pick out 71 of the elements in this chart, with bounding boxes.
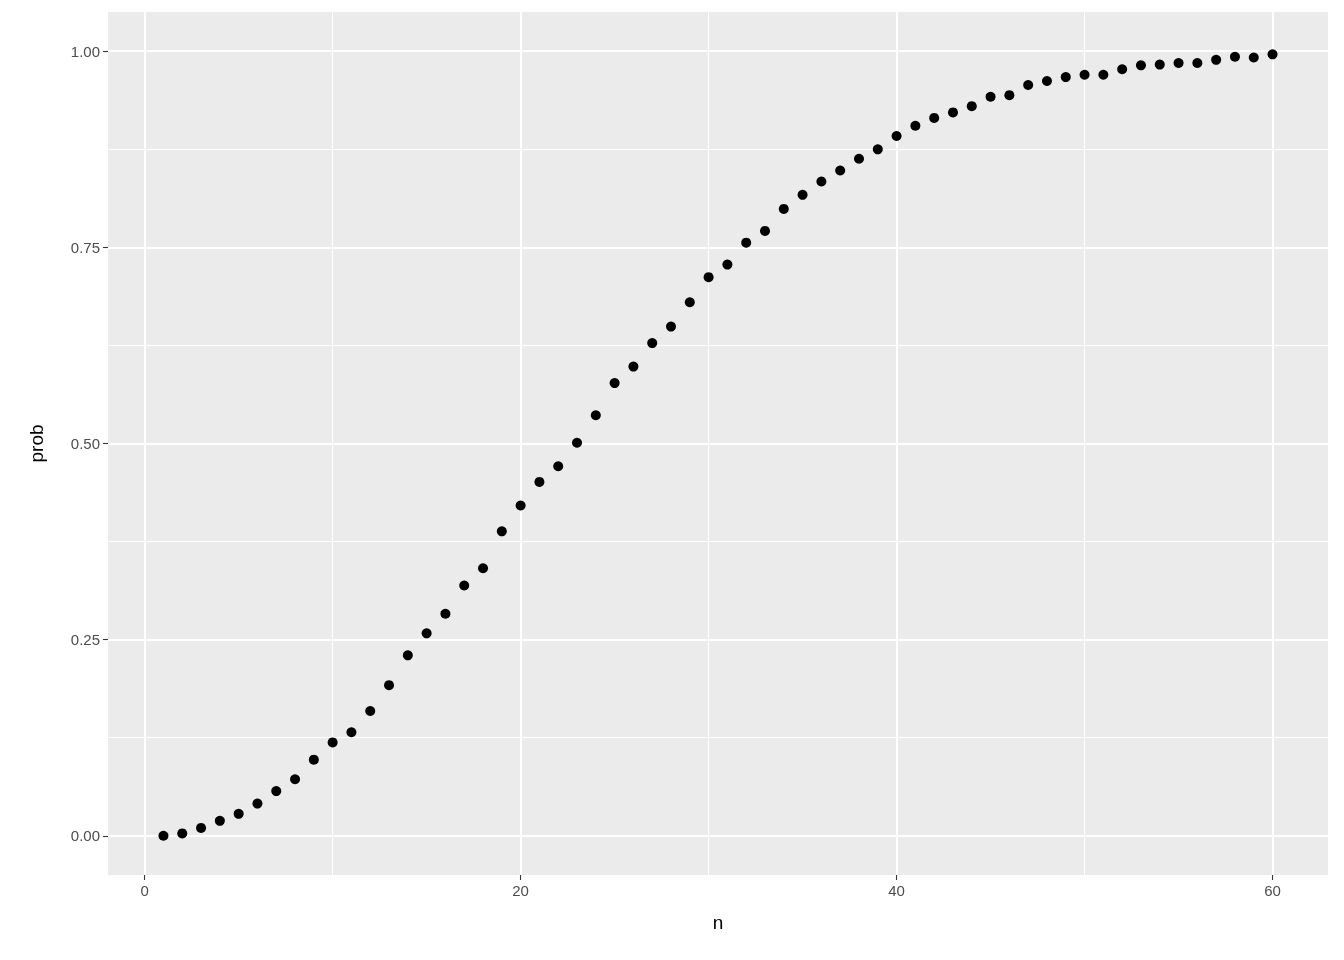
point <box>760 225 770 236</box>
point <box>1229 51 1240 62</box>
point <box>346 727 357 738</box>
point <box>1154 59 1165 70</box>
point <box>1173 58 1184 68</box>
point <box>308 754 319 765</box>
point <box>196 822 207 833</box>
y-tick-label: 1.00 <box>70 42 100 60</box>
point <box>835 165 846 176</box>
point <box>703 272 714 283</box>
point <box>1041 76 1052 87</box>
point <box>572 437 583 448</box>
point <box>1079 69 1090 80</box>
point <box>741 237 752 248</box>
point <box>553 461 564 472</box>
point <box>1211 54 1222 65</box>
point <box>1117 64 1128 75</box>
point <box>1023 79 1034 90</box>
point <box>1060 72 1071 83</box>
point <box>1098 69 1109 80</box>
point <box>402 650 413 661</box>
point <box>252 798 263 809</box>
point <box>816 176 827 187</box>
point <box>797 189 808 200</box>
point <box>647 338 658 349</box>
point <box>440 608 451 619</box>
point <box>966 101 977 112</box>
point <box>1192 58 1203 68</box>
point <box>1248 52 1259 63</box>
point <box>910 120 921 131</box>
point <box>947 107 958 118</box>
point <box>609 378 620 389</box>
point <box>929 112 940 123</box>
point <box>1004 90 1015 101</box>
point <box>290 774 301 785</box>
point <box>1135 60 1146 71</box>
x-tick-label: 0 <box>140 882 149 899</box>
y-tick-label: 0.00 <box>70 827 100 845</box>
point <box>515 500 526 511</box>
point <box>384 680 395 691</box>
point <box>666 321 676 332</box>
point <box>891 130 902 141</box>
point <box>684 297 695 308</box>
y-tick-label: 0.50 <box>70 435 100 452</box>
point <box>590 410 601 421</box>
x-tick-label: 60 <box>1264 882 1281 899</box>
point <box>628 361 639 372</box>
point <box>233 808 244 819</box>
point <box>496 526 507 537</box>
x-tick-label: 40 <box>888 882 905 899</box>
point <box>177 828 188 839</box>
point <box>478 563 489 574</box>
point <box>872 144 883 155</box>
x-axis-title: n <box>712 912 724 933</box>
point <box>158 830 169 841</box>
y-tick-label: 0.75 <box>70 238 100 256</box>
y-axis-title: prob <box>26 424 47 463</box>
point <box>1267 49 1278 60</box>
point <box>778 203 789 214</box>
y-tick-label: 0.25 <box>70 631 100 649</box>
point <box>854 153 864 164</box>
point <box>722 259 733 270</box>
point <box>985 91 996 102</box>
point <box>214 815 225 826</box>
x-tick-label: 20 <box>512 882 529 899</box>
point <box>271 786 282 797</box>
point <box>421 628 432 639</box>
point <box>459 580 470 591</box>
point <box>365 706 376 717</box>
point <box>327 737 338 748</box>
point <box>534 476 545 487</box>
